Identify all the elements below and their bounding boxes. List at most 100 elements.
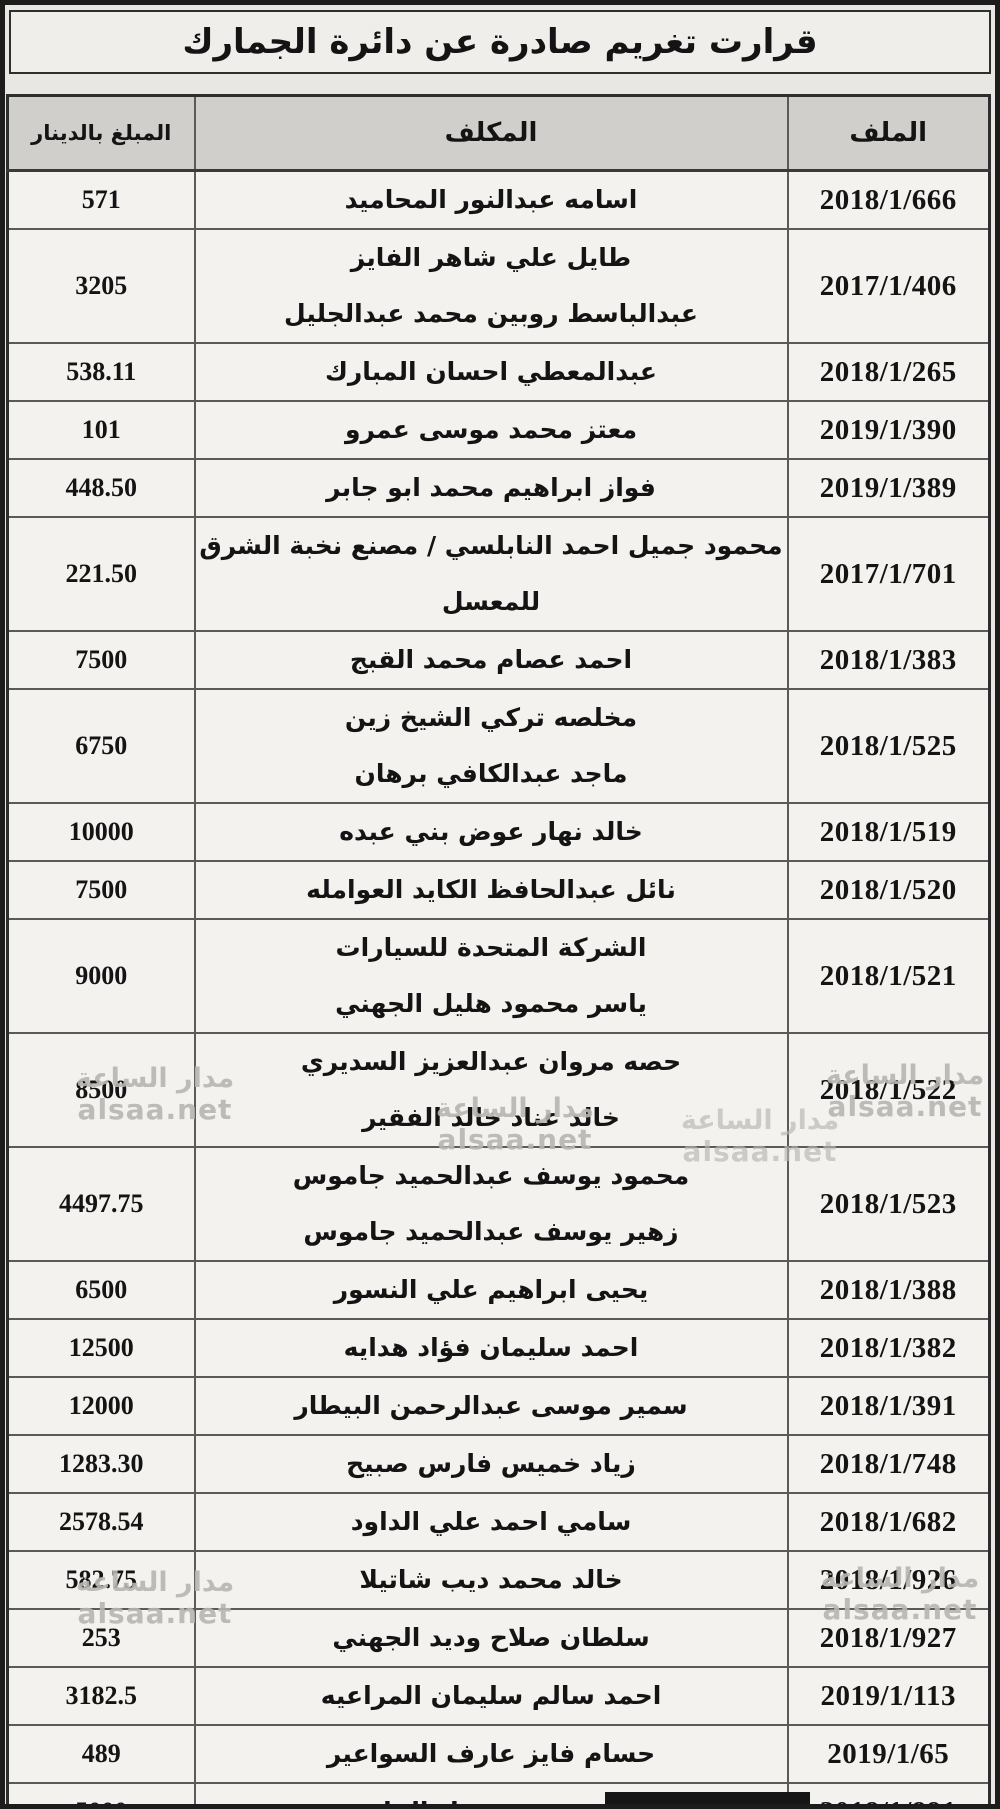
file-number-cell: 2017/1/701: [786, 516, 991, 632]
table-row: 2017/1/701 محمود جميل احمد النابلسي / مص…: [6, 516, 991, 632]
taxpayer-name-line: معتز محمد موسى عمرو: [344, 415, 638, 444]
table-row: 2018/1/926 خالد محمد ديب شاتيلا 582.75: [6, 1550, 991, 1610]
taxpayer-name-line: زياد خميس فارس صبيح: [346, 1449, 636, 1478]
amount-cell: 6750: [6, 688, 196, 804]
table-row: 2018/1/525 مخلصه تركي الشيخ زين ماجد عبدا…: [6, 688, 991, 804]
amount-cell: 2578.54: [6, 1492, 196, 1552]
table-row: 2019/1/65 حسام فايز عارف السواعير 489: [6, 1724, 991, 1784]
taxpayer-name-cell: فواز ابراهيم محمد ابو جابر: [193, 458, 789, 518]
taxpayer-name-line: خالد نهار عوض بني عبده: [339, 817, 643, 846]
amount-cell: 221.50: [6, 516, 196, 632]
header-file: الملف: [786, 94, 991, 172]
table-row: 2018/1/682 سامي احمد علي الداود 2578.54: [6, 1492, 991, 1552]
scan-artifact: [605, 1792, 810, 1804]
amount-cell: 7500: [6, 860, 196, 920]
taxpayer-name-line: الشركة المتحدة للسيارات: [335, 933, 647, 962]
file-number-cell: 2018/1/523: [786, 1146, 991, 1262]
taxpayer-name-line: للمعسل: [441, 587, 541, 616]
table-body: 2018/1/666 اسامه عبدالنور المحاميد 571 2…: [6, 169, 991, 1804]
taxpayer-name-cell: محمود يوسف عبدالحميد جاموس زهير يوسف عبدا…: [193, 1146, 789, 1262]
taxpayer-name-cell: مخلصه تركي الشيخ زين ماجد عبدالكافي برهان: [193, 688, 789, 804]
taxpayer-name-cell: احمد سالم سليمان المراعيه: [193, 1666, 789, 1726]
amount-cell: 538.11: [6, 342, 196, 402]
file-number-cell: 2017/1/406: [786, 228, 991, 344]
amount-cell: 101: [6, 400, 196, 460]
taxpayer-name-cell: نائل عبدالحافظ الكايد العوامله: [193, 860, 789, 920]
taxpayer-name-line: محمود يوسف عبدالحميد جاموس: [292, 1161, 690, 1190]
title-box: قرارت تغريم صادرة عن دائرة الجمارك: [9, 10, 991, 74]
amount-cell: 8500: [6, 1032, 196, 1148]
amount-cell: 5000: [6, 1782, 196, 1804]
table-row: 2018/1/748 زياد خميس فارس صبيح 1283.30: [6, 1434, 991, 1494]
taxpayer-name-cell: احمد سليمان فؤاد هدايه: [193, 1318, 789, 1378]
amount-cell: 253: [6, 1608, 196, 1668]
taxpayer-name-cell: حسام فايز عارف السواعير: [193, 1724, 789, 1784]
taxpayer-name-line: سمير موسى عبدالرحمن البيطار: [294, 1391, 688, 1420]
taxpayer-name-line: خالد محمد ديب شاتيلا: [359, 1565, 623, 1594]
table-row: 2018/1/391 سمير موسى عبدالرحمن البيطار 1…: [6, 1376, 991, 1436]
taxpayer-name-cell: سمير موسى عبدالرحمن البيطار: [193, 1376, 789, 1436]
amount-cell: 10000: [6, 802, 196, 862]
table-row: 2018/1/382 احمد سليمان فؤاد هدايه 12500: [6, 1318, 991, 1378]
table-row: 2019/1/390 معتز محمد موسى عمرو 101: [6, 400, 991, 460]
file-number-cell: 2019/1/113: [786, 1666, 991, 1726]
table-row: 2019/1/389 فواز ابراهيم محمد ابو جابر 44…: [6, 458, 991, 518]
taxpayer-name-cell: سلطان صلاح وديد الجهني: [193, 1608, 789, 1668]
taxpayer-name-line: عبدالباسط روبين محمد عبدالجليل: [284, 299, 698, 328]
amount-cell: 12500: [6, 1318, 196, 1378]
file-number-cell: 2018/1/891: [786, 1782, 991, 1804]
file-number-cell: 2019/1/389: [786, 458, 991, 518]
taxpayer-name-cell: اسامه عبدالنور المحاميد: [193, 169, 789, 230]
taxpayer-name-line: ماجد عبدالكافي برهان: [354, 759, 628, 788]
file-number-cell: 2018/1/748: [786, 1434, 991, 1494]
table-row: 2018/1/383 احمد عصام محمد القبج 7500: [6, 630, 991, 690]
table-row: 2018/1/388 يحيى ابراهيم علي النسور 6500: [6, 1260, 991, 1320]
page-title: قرارت تغريم صادرة عن دائرة الجمارك: [182, 22, 818, 62]
taxpayer-name-line: مخلصه تركي الشيخ زين: [344, 703, 638, 732]
amount-cell: 1283.30: [6, 1434, 196, 1494]
taxpayer-name-cell: محمود جميل احمد النابلسي / مصنع نخبة الش…: [193, 516, 789, 632]
amount-cell: 571: [6, 169, 196, 230]
taxpayer-name-line: زهير يوسف عبدالحميد جاموس: [303, 1217, 679, 1246]
amount-cell: 12000: [6, 1376, 196, 1436]
table-row: 2018/1/666 اسامه عبدالنور المحاميد 571: [6, 169, 991, 230]
table-row: 2018/1/520 نائل عبدالحافظ الكايد العوامل…: [6, 860, 991, 920]
file-number-cell: 2018/1/388: [786, 1260, 991, 1320]
file-number-cell: 2018/1/519: [786, 802, 991, 862]
taxpayer-name-cell: معتز محمد موسى عمرو: [193, 400, 789, 460]
file-number-cell: 2018/1/265: [786, 342, 991, 402]
table-row: 2018/1/265 عبدالمعطي احسان المبارك 538.1…: [6, 342, 991, 402]
table-row: 2019/1/113 احمد سالم سليمان المراعيه 318…: [6, 1666, 991, 1726]
taxpayer-name-cell: يحيى ابراهيم علي النسور: [193, 1260, 789, 1320]
taxpayer-name-line: عبدالمعطي احسان المبارك: [325, 357, 657, 386]
taxpayer-name-cell: طايل علي شاهر الفايز عبدالباسط روبين محمد…: [193, 228, 789, 344]
taxpayer-name-line: حصه مروان عبدالعزيز السديري: [300, 1047, 682, 1076]
table-row: 2018/1/521 الشركة المتحدة للسيارات ياسر م…: [6, 918, 991, 1034]
file-number-cell: 2018/1/522: [786, 1032, 991, 1148]
taxpayer-name-cell: زياد خميس فارس صبيح: [193, 1434, 789, 1494]
taxpayer-name-line: حسام فايز عارف السواعير: [326, 1739, 656, 1768]
file-number-cell: 2019/1/65: [786, 1724, 991, 1784]
taxpayer-name-line: خالد عناد خالد الفقير: [362, 1103, 620, 1132]
customs-fines-table: الملف المكلف المبلغ بالدينار 2018/1/666 …: [6, 94, 991, 1804]
table-row: 2018/1/927 سلطان صلاح وديد الجهني 253: [6, 1608, 991, 1668]
file-number-cell: 2018/1/666: [786, 169, 991, 230]
taxpayer-name-line: عمر محمد عقيل الجازي: [197, 1785, 786, 1804]
taxpayer-name-line: طايل علي شاهر الفايز: [350, 243, 632, 272]
amount-cell: 489: [6, 1724, 196, 1784]
table-row: 2018/1/891 عمر محمد عقيل الجازي 5000: [6, 1782, 991, 1804]
file-number-cell: 2018/1/382: [786, 1318, 991, 1378]
table-row: 2017/1/406 طايل علي شاهر الفايز عبدالباسط…: [6, 228, 991, 344]
taxpayer-name-cell: حصه مروان عبدالعزيز السديري خالد عناد خال…: [193, 1032, 789, 1148]
taxpayer-name-line: احمد سالم سليمان المراعيه: [320, 1681, 662, 1710]
table-row: 2018/1/523 محمود يوسف عبدالحميد جاموس زهي…: [6, 1146, 991, 1262]
taxpayer-name-cell: عبدالمعطي احسان المبارك: [193, 342, 789, 402]
file-number-cell: 2018/1/525: [786, 688, 991, 804]
file-number-cell: 2018/1/383: [786, 630, 991, 690]
file-number-cell: 2018/1/927: [786, 1608, 991, 1668]
taxpayer-name-line: سامي احمد علي الداود: [350, 1507, 632, 1536]
file-number-cell: 2018/1/520: [786, 860, 991, 920]
amount-cell: 3205: [6, 228, 196, 344]
amount-cell: 448.50: [6, 458, 196, 518]
